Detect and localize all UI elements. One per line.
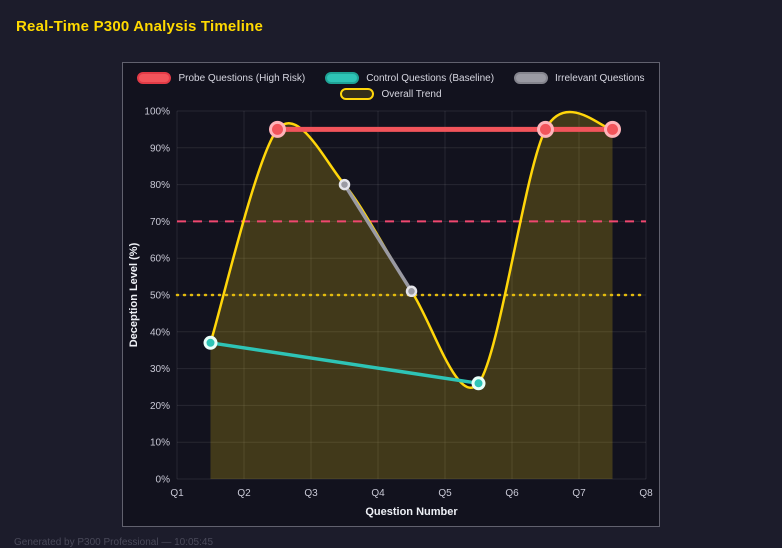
svg-text:Q5: Q5 bbox=[438, 488, 452, 499]
legend-row: Overall Trend bbox=[340, 88, 442, 100]
legend-item[interactable]: Probe Questions (High Risk) bbox=[137, 72, 305, 84]
svg-text:Q1: Q1 bbox=[170, 488, 184, 499]
legend-swatch bbox=[137, 72, 172, 84]
legend-item[interactable]: Control Questions (Baseline) bbox=[325, 72, 494, 84]
svg-text:Q8: Q8 bbox=[639, 488, 653, 499]
legend-swatch bbox=[325, 72, 360, 84]
svg-text:50%: 50% bbox=[150, 291, 170, 302]
legend-row: Probe Questions (High Risk) Control Quest… bbox=[137, 72, 645, 84]
legend-swatch bbox=[340, 88, 375, 100]
svg-text:Q3: Q3 bbox=[304, 488, 318, 499]
legend-item[interactable]: Irrelevant Questions bbox=[514, 72, 645, 84]
svg-text:Q4: Q4 bbox=[371, 488, 385, 499]
chart-panel: Probe Questions (High Risk) Control Quest… bbox=[122, 62, 660, 527]
svg-text:80%: 80% bbox=[150, 180, 170, 191]
svg-text:90%: 90% bbox=[150, 143, 170, 154]
svg-text:Q7: Q7 bbox=[572, 488, 586, 499]
page-title: Real-Time P300 Analysis Timeline bbox=[16, 18, 264, 35]
svg-text:Q6: Q6 bbox=[505, 488, 519, 499]
footer-text: Generated by P300 Professional — 10:05:4… bbox=[14, 537, 214, 548]
svg-text:Question Number: Question Number bbox=[365, 506, 458, 518]
svg-text:30%: 30% bbox=[150, 364, 170, 375]
svg-text:0%: 0% bbox=[156, 475, 171, 486]
svg-text:Deception Level (%): Deception Level (%) bbox=[128, 242, 140, 347]
chart-legend: Probe Questions (High Risk) Control Quest… bbox=[123, 72, 659, 100]
svg-text:Q2: Q2 bbox=[237, 488, 251, 499]
svg-text:70%: 70% bbox=[150, 217, 170, 228]
chart-canvas: 0% 10% 20% 30% 40% 50% 60% 70% 80% 90% 100% Q1 Q2 Q3 Q… bbox=[128, 107, 653, 519]
legend-item[interactable]: Overall Trend bbox=[340, 88, 442, 100]
legend-swatch bbox=[514, 72, 549, 84]
svg-text:10%: 10% bbox=[150, 438, 170, 449]
svg-text:40%: 40% bbox=[150, 327, 170, 338]
svg-text:20%: 20% bbox=[150, 401, 170, 412]
legend-item-label: Overall Trend bbox=[381, 88, 442, 100]
svg-text:100%: 100% bbox=[144, 107, 170, 118]
legend-item-label: Irrelevant Questions bbox=[555, 72, 645, 84]
legend-item-label: Control Questions (Baseline) bbox=[366, 72, 495, 84]
svg-text:60%: 60% bbox=[150, 254, 170, 265]
legend-item-label: Probe Questions (High Risk) bbox=[178, 72, 306, 84]
